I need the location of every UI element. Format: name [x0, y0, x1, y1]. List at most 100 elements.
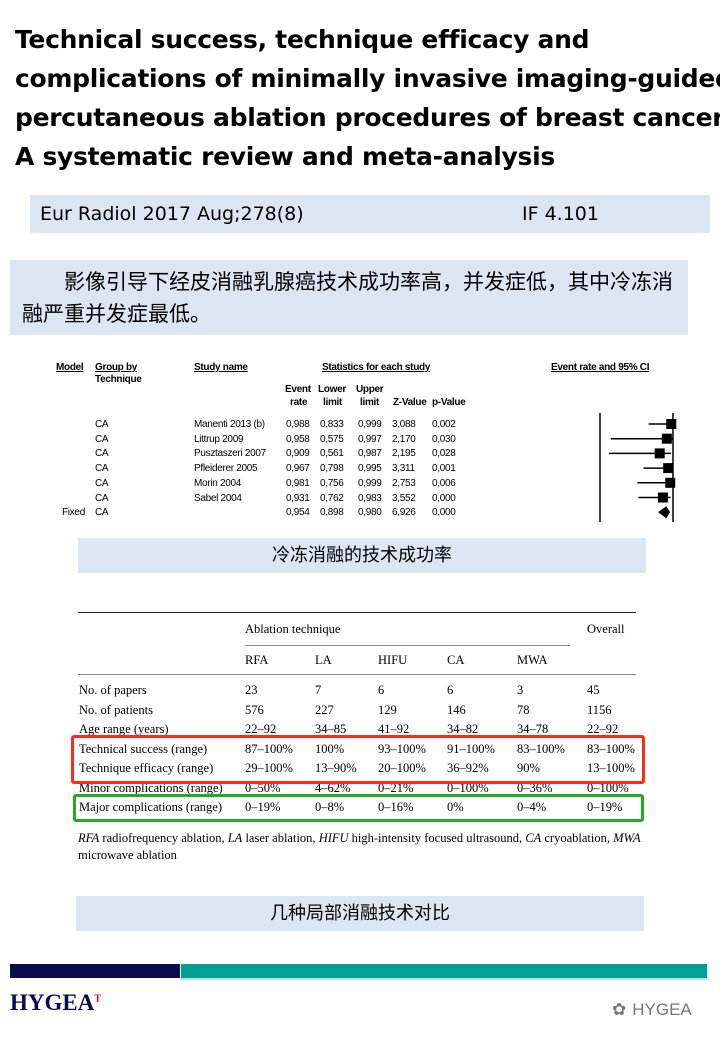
row-label: Age range (years): [79, 722, 169, 736]
forest-cell-upper: 0,980: [358, 507, 382, 519]
forest-header-study: Study name: [194, 362, 248, 373]
forest-cell-p: 0,030: [432, 433, 456, 445]
abbreviation: MWA: [613, 831, 641, 845]
forest-cell-p: 0,006: [432, 477, 456, 489]
forest-cell-event: 0,931: [286, 492, 310, 504]
table-footnote: RFA radiofrequency ablation, LA laser ab…: [78, 830, 648, 864]
column-header: RFA: [245, 653, 269, 667]
group-rule: [245, 645, 570, 646]
forest-header-group2: Technique: [95, 374, 142, 385]
abbreviation: HIFU: [318, 831, 349, 845]
row-label: Technique efficacy (range): [79, 761, 214, 775]
cell: 34–82: [447, 722, 479, 736]
cell: 7: [315, 683, 322, 697]
cell: 90%: [517, 761, 540, 775]
forest-header-lower: Lower: [318, 384, 346, 395]
column-header: LA: [315, 653, 332, 667]
forest-header-upper: Upper: [356, 384, 384, 395]
cell: 13–90%: [315, 761, 357, 775]
forest-header-z: Z-Value: [393, 397, 427, 408]
forest-cell-lower: 0,575: [320, 433, 344, 445]
forest-cell-lower: 0,756: [320, 477, 344, 489]
cell: 23: [245, 683, 258, 697]
cell: 36–92%: [447, 761, 489, 775]
forest-cell-upper: 0,983: [358, 492, 382, 504]
cell: 0–19%: [587, 800, 623, 814]
title-line: complications of minimally invasive imag…: [15, 64, 720, 93]
forest-cell-lower: 0,798: [320, 463, 344, 475]
forest-cell-p: 0,001: [432, 463, 456, 475]
forest-cell-study: Littrup 2009: [194, 433, 244, 445]
column-header: MWA: [517, 653, 548, 667]
watermark: ✿ HYGEA: [612, 1000, 692, 1019]
forest-cell-study: Pusztaszeri 2007: [194, 448, 266, 460]
point-estimate: [665, 477, 676, 488]
title-line: Technical success, technique efficacy an…: [15, 25, 590, 54]
citation-bar: Eur Radiol 2017 Aug;278(8) IF 4.101: [30, 195, 710, 233]
cell: 34–85: [315, 722, 347, 736]
forest-cell-p: 0,028: [432, 448, 456, 460]
forest-cell-model: Fixed: [62, 507, 85, 519]
cell: 13–100%: [587, 761, 635, 775]
forest-header-group: Group by: [95, 362, 138, 373]
cell: 0–8%: [315, 800, 345, 814]
cell: 45: [587, 683, 600, 697]
cell: 87–100%: [245, 741, 293, 756]
cell: 4–62%: [315, 780, 351, 795]
title-line: A systematic review and meta-analysis: [15, 142, 555, 171]
abbreviation: LA: [227, 831, 243, 845]
cell: 0–4%: [517, 800, 547, 814]
forest-header-ci: Event rate and 95% CI: [551, 362, 650, 373]
forest-cell-event: 0,967: [286, 463, 310, 475]
cell: 83–100%: [587, 741, 635, 756]
cell: 20–100%: [378, 761, 426, 775]
definition: cryoablation,: [541, 831, 614, 845]
forest-cell-study: Sabel 2004: [194, 492, 242, 504]
forest-cell-group: CA: [95, 448, 109, 460]
cell: 0–36%: [517, 780, 553, 795]
forest-header-upper2: limit: [360, 397, 380, 408]
forest-cell-lower: 0,898: [320, 507, 344, 519]
forest-cell-p: 0,002: [432, 419, 456, 430]
forest-cell-lower: 0,561: [320, 448, 344, 460]
point-estimate: [663, 463, 674, 474]
forest-cell-group: CA: [95, 477, 109, 489]
forest-cell-z: 2,753: [392, 477, 416, 489]
footer-bar-teal: [181, 964, 707, 980]
cell: 78: [517, 702, 530, 717]
definition: high-intensity focused ultrasound,: [348, 831, 526, 845]
summary-diamond: [658, 506, 671, 519]
forest-cell-z: 3,311: [392, 463, 415, 475]
abbreviation: RFA: [78, 831, 100, 845]
cell: 0–100%: [447, 780, 489, 795]
cell: 91–100%: [447, 741, 495, 756]
cell: 34–78: [517, 722, 549, 736]
cell: 0–100%: [587, 780, 629, 795]
forest-cell-z: 2,170: [392, 433, 416, 445]
row-label: No. of patients: [79, 702, 153, 717]
forest-cell-group: CA: [95, 419, 109, 430]
forest-cell-upper: 0,995: [358, 463, 382, 475]
forest-header-model: Model: [56, 362, 84, 373]
forest-cell-p: 0,000: [432, 492, 456, 504]
forest-cell-z: 2,195: [392, 448, 416, 460]
highlight-box-green: [73, 794, 644, 822]
cell: 0–16%: [378, 800, 414, 814]
forest-cell-event: 0,981: [286, 477, 310, 489]
forest-header-lower2: limit: [323, 397, 343, 408]
point-estimate: [661, 433, 672, 444]
cell: 0%: [447, 800, 464, 814]
forest-cell-event: 0,954: [286, 507, 310, 519]
cell: 0–50%: [245, 780, 281, 795]
page-title: Technical success, technique efficacy an…: [15, 20, 720, 176]
hygea-logo: HYGEAT: [10, 990, 102, 1015]
forest-cell-upper: 0,987: [358, 448, 382, 460]
footer-bar-navy: [10, 964, 180, 978]
forest-header-stats: Statistics for each study: [322, 362, 431, 373]
forest-cell-z: 3,088: [392, 419, 416, 430]
cell: 41–92: [378, 722, 410, 736]
forest-cell-event: 0,958: [286, 433, 310, 445]
forest-cell-z: 3,552: [392, 492, 416, 504]
forest-cell-study: Morin 2004: [194, 477, 242, 489]
forest-cell-group: CA: [95, 463, 109, 475]
